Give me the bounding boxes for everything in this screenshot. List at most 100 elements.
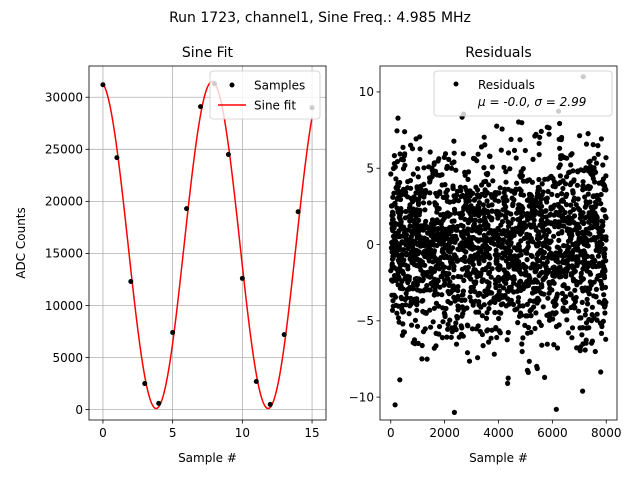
residual-point (599, 281, 605, 287)
residual-point (517, 173, 523, 179)
residual-point (441, 282, 447, 288)
residual-point (601, 207, 607, 213)
residual-point (424, 283, 430, 289)
residual-point (511, 147, 518, 153)
residual-point (503, 245, 509, 251)
residual-point (480, 277, 486, 283)
residual-point (469, 228, 475, 234)
residual-point (573, 294, 579, 301)
residual-point (423, 237, 430, 243)
left-axes-frame (88, 65, 327, 421)
residual-point (427, 274, 433, 280)
residual-point (540, 304, 546, 310)
residual-point (501, 164, 507, 170)
residual-point (571, 178, 577, 184)
residual-point (564, 174, 570, 180)
residual-point (488, 274, 494, 280)
residual-point (591, 315, 597, 321)
residual-point (575, 205, 581, 211)
sample-point (128, 279, 134, 285)
sample-point (239, 275, 245, 281)
residual-point (397, 377, 403, 383)
residual-point (599, 234, 605, 240)
residual-point (597, 239, 603, 245)
residual-point (471, 221, 477, 227)
residual-point (552, 256, 559, 262)
residual-point (589, 167, 595, 174)
residual-point (528, 313, 534, 319)
residual-point (569, 325, 576, 331)
residual-point (592, 348, 598, 355)
residual-point (399, 302, 405, 308)
residual-point (455, 273, 461, 280)
residual-point (452, 239, 458, 245)
left-y-tick-label: 0 (75, 403, 83, 417)
residual-point (411, 337, 418, 343)
left-y-tick-label: 20000 (45, 195, 83, 209)
residual-point (580, 187, 586, 193)
residual-point (502, 186, 508, 192)
residual-point (451, 206, 458, 212)
residual-point (566, 244, 572, 250)
residual-point (464, 204, 471, 210)
residual-point (582, 194, 588, 200)
residual-point (570, 188, 576, 194)
residual-point (556, 237, 562, 243)
residual-point (443, 254, 449, 260)
residual-point (600, 318, 607, 324)
sample-point (295, 209, 301, 215)
residual-point (548, 220, 554, 226)
residual-point (393, 185, 399, 191)
residual-point (505, 288, 511, 294)
residual-point (465, 226, 471, 232)
sine-fit-panel: Sine Fit 0 5 10 15 0 5000 10000 15000 20000 2500… (14, 45, 327, 465)
residual-point (603, 336, 609, 342)
residual-point (461, 204, 467, 211)
residual-point (427, 149, 433, 155)
residual-point (389, 217, 396, 223)
residual-point (417, 243, 423, 249)
right-legend: Residuals μ = -0.0, σ = 2.99 (433, 70, 613, 117)
residual-point (388, 171, 394, 177)
residual-point (409, 322, 415, 328)
residual-point (400, 309, 406, 315)
left-x-ticks: 0 5 10 15 (99, 420, 320, 440)
residual-point (536, 319, 542, 325)
residual-point (503, 215, 509, 221)
residual-point (412, 317, 418, 323)
residual-point (487, 269, 493, 275)
residual-point (568, 162, 574, 168)
residual-point (431, 345, 437, 351)
residual-point (414, 275, 420, 282)
residual-point (595, 253, 602, 259)
residual-point (571, 227, 577, 233)
residual-point (508, 234, 514, 241)
residual-point (485, 237, 491, 243)
residual-point (436, 266, 442, 272)
residual-point (439, 335, 445, 341)
figure-title: Run 1723, channel1, Sine Freq.: 4.985 MH… (169, 10, 471, 26)
residual-point (546, 252, 553, 258)
residual-point (400, 144, 406, 150)
residual-point (453, 320, 459, 326)
legend-residuals-stats: μ = -0.0, σ = 2.99 (477, 95, 586, 109)
residual-point (465, 323, 471, 329)
residual-point (551, 342, 557, 348)
residual-point (549, 191, 555, 197)
residual-point (582, 252, 589, 258)
residual-point (460, 151, 466, 157)
sample-point (184, 206, 190, 212)
residual-point (551, 179, 558, 185)
residual-point (586, 316, 592, 323)
residuals-panel: Residuals 0 2000 4000 6000 8000 −10 −5 0 5 10 Sa… (349, 45, 622, 465)
residual-point (414, 281, 420, 288)
residual-point (465, 169, 472, 175)
residual-point (409, 251, 415, 257)
residual-point (440, 319, 446, 325)
residual-point (417, 263, 423, 269)
residual-point (603, 215, 609, 221)
residual-point (475, 225, 481, 231)
residual-point (403, 208, 409, 215)
left-legend-box (209, 70, 321, 120)
residual-point (410, 243, 416, 249)
